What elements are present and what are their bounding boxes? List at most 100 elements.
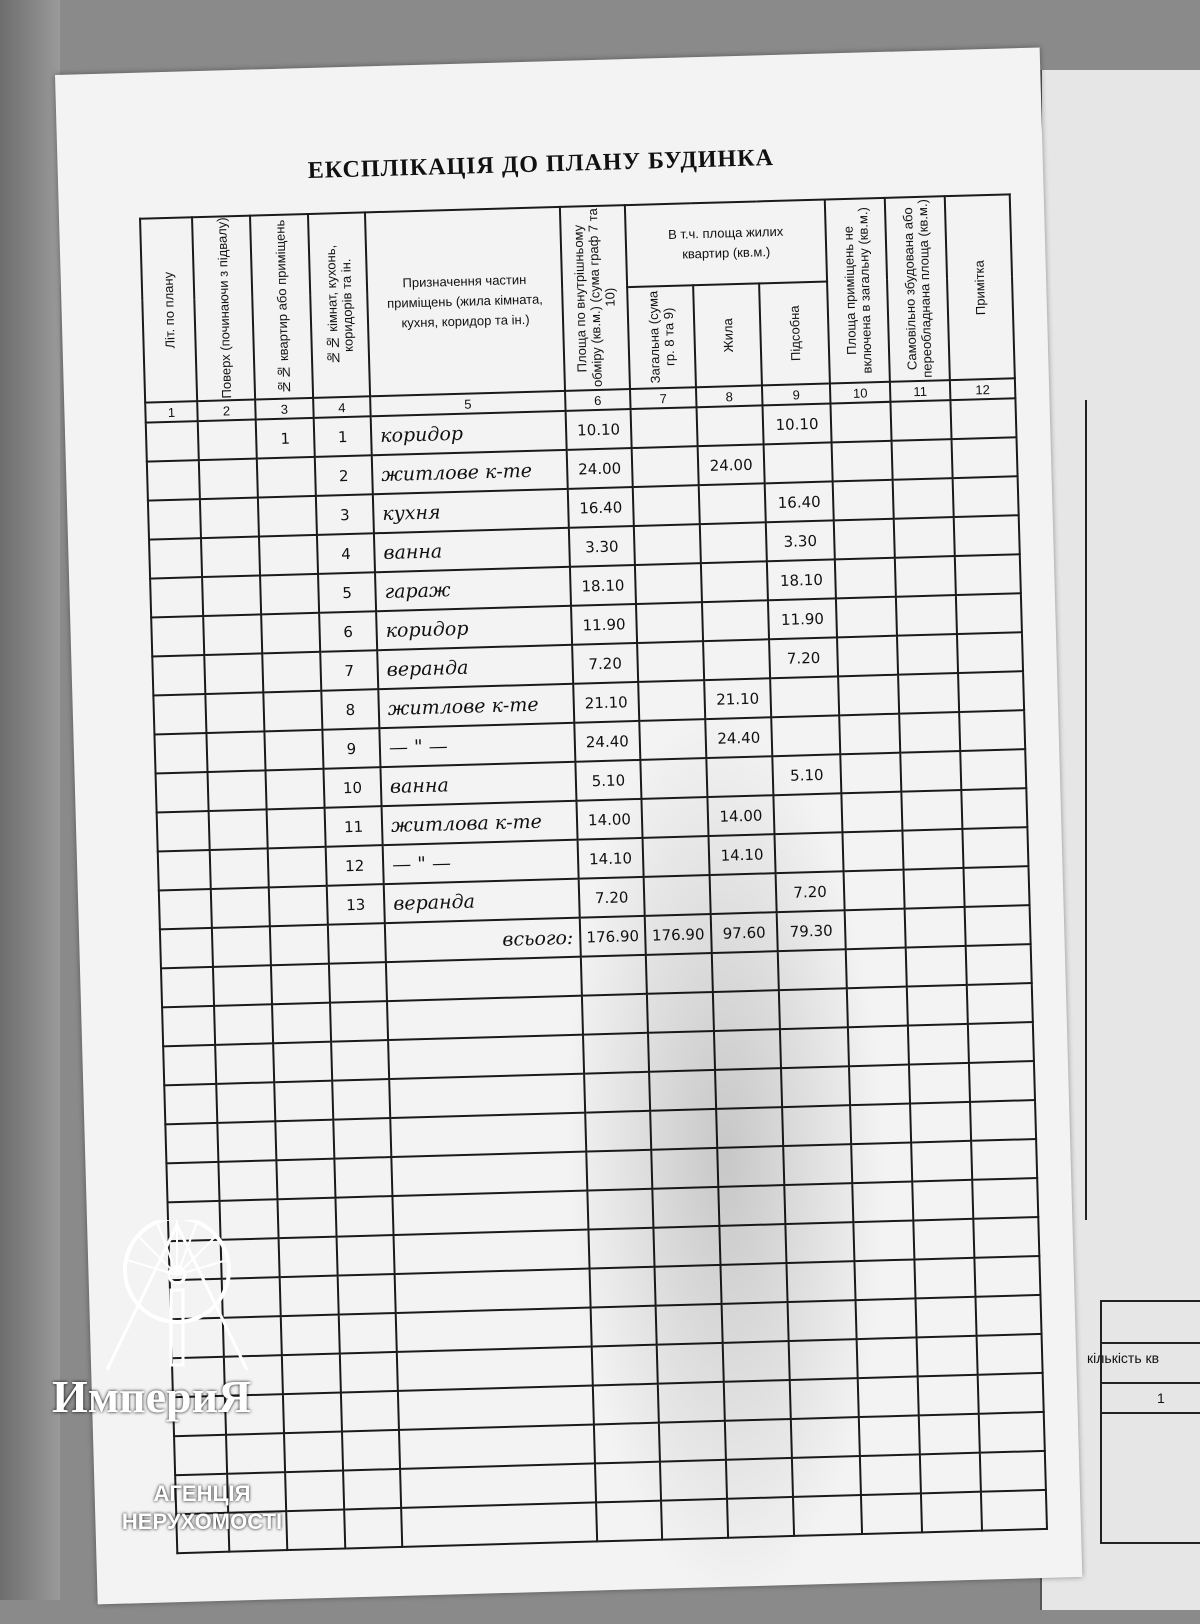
header-note: Примітка	[944, 194, 1015, 381]
cell-apt	[257, 495, 317, 537]
cell-empty	[973, 1216, 1040, 1258]
cell-apt	[263, 690, 323, 732]
cell-apt	[268, 885, 328, 927]
column-number: 4	[313, 396, 371, 418]
cell-purpose: — " —	[382, 839, 579, 885]
cell-empty	[785, 1222, 855, 1264]
cell-empty	[838, 674, 900, 716]
cell-empty	[976, 1333, 1043, 1375]
cell-living	[700, 561, 768, 603]
cell-empty	[899, 712, 961, 753]
cell-empty	[594, 1461, 662, 1503]
cell-area: 5.10	[575, 759, 642, 801]
cell-empty	[400, 1463, 597, 1508]
cell-empty	[952, 476, 1019, 518]
cell-empty	[661, 1498, 729, 1540]
cell-empty	[151, 616, 205, 657]
cell-empty	[848, 1064, 911, 1106]
cell-empty	[954, 554, 1021, 596]
cell-empty	[334, 1157, 393, 1198]
cell-empty	[200, 536, 261, 578]
cell-empty	[216, 1082, 276, 1123]
cell-empty	[779, 1027, 849, 1069]
cell-empty	[655, 1303, 723, 1345]
watermark-brand: ИмпериЯ	[52, 1371, 252, 1422]
cell-empty	[160, 966, 215, 1008]
cell-empty	[659, 1459, 728, 1501]
cell-empty	[208, 809, 268, 850]
cell-empty	[711, 951, 779, 992]
cell-empty	[903, 867, 965, 909]
header-floor: Поверх (починаючи з підвалу)	[192, 215, 256, 402]
cell-area: 24.40	[574, 720, 641, 762]
cell-empty	[270, 963, 331, 1005]
cell-empty	[911, 1140, 973, 1182]
cell-empty	[835, 596, 897, 638]
cell-empty	[401, 1502, 598, 1547]
cell-total	[641, 797, 709, 838]
cell-empty	[583, 1032, 650, 1074]
cell-empty	[904, 906, 966, 948]
cell-room: 5	[318, 572, 377, 613]
cell-area: 14.00	[576, 798, 643, 840]
cell-empty	[722, 1341, 790, 1382]
cell-empty	[210, 887, 270, 928]
cell-empty	[854, 1259, 916, 1301]
cell-empty	[584, 1071, 651, 1113]
cell-empty	[963, 866, 1030, 907]
cell-room: 7	[320, 650, 379, 691]
cell-empty	[786, 1261, 856, 1303]
cell-empty	[895, 595, 957, 636]
cell-empty	[890, 400, 952, 441]
cell-empty	[855, 1298, 917, 1340]
cell-empty	[919, 1452, 981, 1494]
cell-empty	[585, 1110, 652, 1152]
cell-empty	[587, 1188, 654, 1230]
apartments-count-label: кількість кв	[1087, 1350, 1160, 1366]
cell-empty	[592, 1383, 659, 1425]
cell-purpose: житлове к-те	[378, 683, 575, 729]
cell-area: 3.30	[568, 526, 635, 567]
cell-area: 7.20	[578, 876, 645, 918]
cell-empty	[338, 1312, 397, 1354]
cell-area: 176.90	[579, 915, 646, 957]
cell-empty	[792, 1495, 863, 1536]
cell-empty	[961, 788, 1028, 829]
cell-empty	[197, 419, 257, 461]
cell-empty	[892, 478, 954, 519]
cell-area: 7.20	[572, 642, 639, 684]
cell-apt	[269, 924, 329, 966]
cell-empty	[155, 772, 209, 813]
cell-empty	[839, 713, 901, 755]
cell-room: 1	[313, 416, 372, 457]
cell-living: 97.60	[710, 912, 778, 954]
cell-purpose: всього:	[384, 917, 581, 963]
cell-empty	[657, 1381, 725, 1423]
cell-empty	[718, 1185, 786, 1226]
cell-empty	[843, 869, 905, 911]
cell-empty	[893, 517, 955, 558]
cell-living	[696, 405, 764, 447]
cell-purpose: коридор	[370, 410, 567, 456]
adjacent-page-line	[1085, 400, 1087, 1220]
column-number: 8	[695, 385, 763, 408]
cell-empty	[656, 1342, 724, 1384]
cell-empty	[891, 439, 953, 480]
cell-empty	[153, 694, 207, 735]
cell-empty	[206, 731, 266, 773]
cell-purpose: ванна	[373, 527, 570, 573]
cell-empty	[158, 888, 212, 930]
header-excluded-area: Площа приміщень не включена в загальну (…	[824, 197, 890, 384]
cell-empty	[395, 1307, 592, 1352]
header-lit: Літ. по плану	[140, 217, 198, 403]
cell-purpose: коридор	[376, 605, 573, 651]
cell-empty	[212, 965, 273, 1006]
cell-empty	[150, 577, 204, 618]
cell-living	[709, 873, 777, 915]
cell-empty	[274, 1080, 334, 1122]
cell-empty	[783, 1144, 853, 1186]
cell-empty	[953, 515, 1020, 557]
cell-total	[642, 836, 710, 877]
cell-empty	[391, 1151, 588, 1197]
cell-empty	[388, 1034, 585, 1080]
